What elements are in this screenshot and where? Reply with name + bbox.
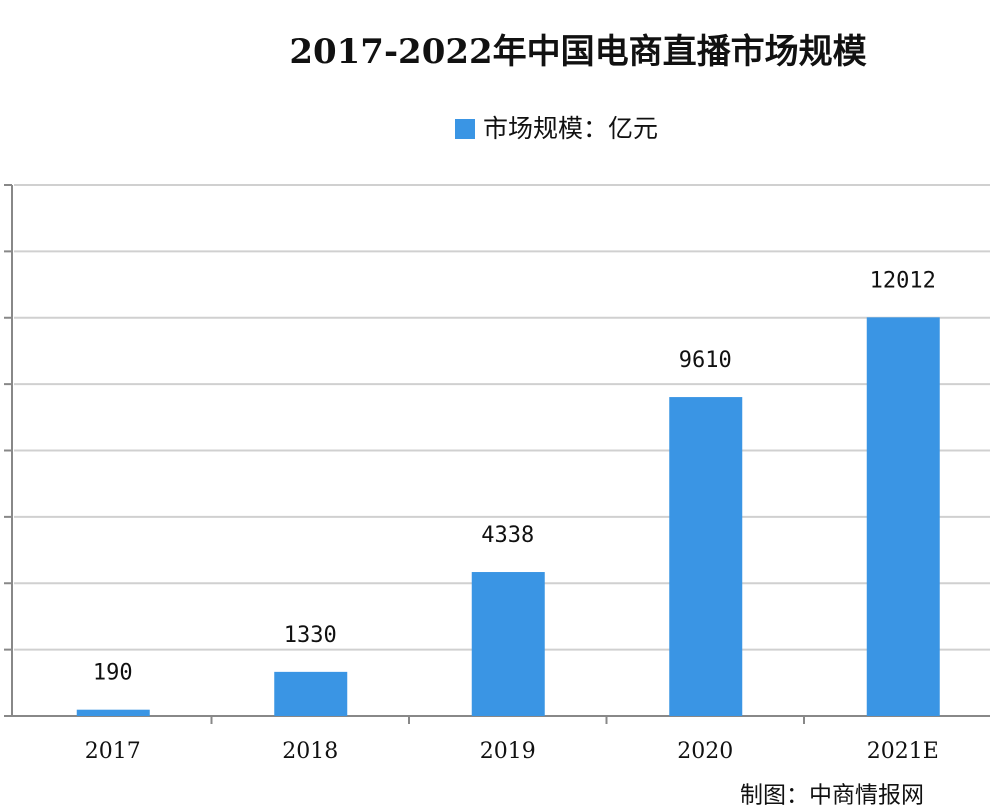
x-tick-label: 2018 [282,739,338,764]
value-label: 1330 [284,623,337,648]
bar [866,317,940,716]
bar [76,709,150,716]
bar [274,671,348,716]
x-tick-label: 2020 [677,739,733,764]
value-label: 9610 [679,348,732,373]
x-tick-label: 2019 [480,739,536,764]
chart-title: 2017-2022年中国电商直播市场规模 [289,32,866,72]
source-note: 制图：中商情报网 [740,783,924,806]
legend-label: 市场规模：亿元 [483,114,658,143]
x-tick-label: 2017 [85,739,141,764]
bar [471,572,545,716]
x-tick-label: 2021E [867,739,939,764]
value-label: 4338 [481,523,534,548]
value-label: 190 [93,661,133,686]
bar [669,397,743,716]
legend-swatch [455,119,475,139]
value-label: 12012 [870,268,936,293]
